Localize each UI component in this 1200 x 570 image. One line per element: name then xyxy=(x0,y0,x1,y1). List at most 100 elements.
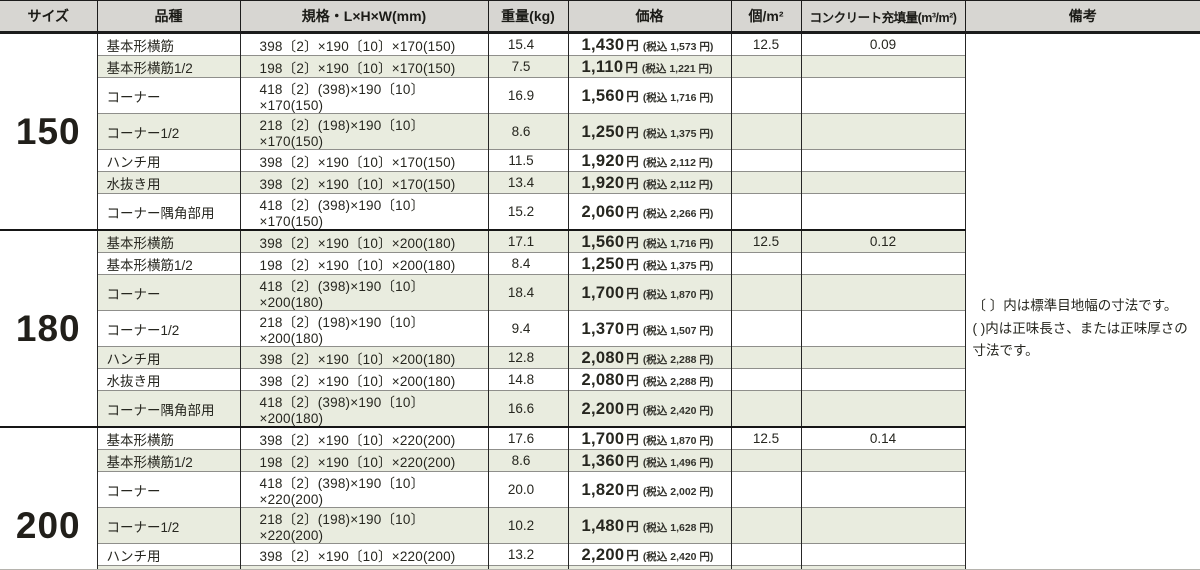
product-type-cell: 基本形横筋 xyxy=(96,32,240,56)
price-tax-included: (税込 1,870 円) xyxy=(642,288,714,301)
product-type-cell: 水抜き用 xyxy=(96,368,240,391)
price-cell: 1,920 円 (税込 2,112 円) xyxy=(567,171,731,194)
weight-cell: 10.2 xyxy=(487,507,568,544)
product-type-cell: ハンチ用 xyxy=(96,149,240,172)
weight-cell: 8.6 xyxy=(487,449,568,472)
spec-cell: 218〔2〕(198)×190〔10〕×220(200) xyxy=(239,507,488,544)
price-amount: 2,080 xyxy=(581,348,625,367)
pieces-per-m2-cell xyxy=(730,274,801,311)
price-tax-included: (税込 2,288 円) xyxy=(642,353,714,366)
price-cell: 1,700 円 (税込 1,870 円) xyxy=(567,274,731,311)
weight-cell: 15.3 xyxy=(487,565,568,569)
price-cell: 1,110 円 (税込 1,221 円) xyxy=(567,55,731,78)
weight-cell: 18.4 xyxy=(487,274,568,311)
pieces-per-m2-cell xyxy=(730,252,801,275)
concrete-fill-cell xyxy=(800,113,965,150)
pieces-per-m2-cell xyxy=(730,55,801,78)
price-currency: 円 xyxy=(626,286,639,301)
table-row: ハンチ用 398〔2〕×190〔10〕×200(180) 12.8 2,080 円 (税込… xyxy=(0,346,1200,369)
weight-cell: 11.5 xyxy=(487,149,568,172)
price-tax-included: (税込 2,420 円) xyxy=(642,550,714,563)
concrete-fill-cell xyxy=(800,55,965,78)
price-currency: 円 xyxy=(626,402,639,417)
size-cell: 150 xyxy=(0,32,97,231)
pieces-per-m2-cell: 12.5 xyxy=(730,32,801,56)
spec-cell: 198〔2〕×190〔10〕×200(180) xyxy=(239,252,488,275)
spec-cell: 398〔2〕×190〔10〕×170(150) xyxy=(239,149,488,172)
table-row: 基本形横筋1/2 198〔2〕×190〔10〕×200(180) 8.4 1,250 円… xyxy=(0,252,1200,275)
price-tax-included: (税込 2,266 円) xyxy=(642,207,714,220)
table-row: 基本形横筋1/2 198〔2〕×190〔10〕×170(150) 7.5 1,110 円… xyxy=(0,55,1200,78)
price-currency: 円 xyxy=(626,205,639,220)
product-type-cell: コーナー隅角部用 xyxy=(96,193,240,230)
weight-cell: 17.6 xyxy=(487,426,568,450)
price-tax-included: (税込 1,870 円) xyxy=(642,434,714,447)
weight-cell: 13.2 xyxy=(487,543,568,566)
pieces-per-m2-cell xyxy=(730,310,801,347)
spec-cell: 398〔2〕×190〔10〕×220(200) xyxy=(239,565,488,569)
price-cell: 2,060 円 (税込 2,266 円) xyxy=(567,193,731,230)
price-amount: 1,920 xyxy=(581,151,625,170)
pieces-per-m2-cell xyxy=(730,77,801,114)
col-header-product-type: 品種 xyxy=(96,0,240,34)
table-row: 基本形横筋1/2 198〔2〕×190〔10〕×220(200) 8.6 1,360 円… xyxy=(0,449,1200,472)
spec-cell: 418〔2〕(398)×190〔10〕×220(200) xyxy=(239,471,488,508)
size-cell: 180 xyxy=(0,229,97,428)
concrete-fill-cell xyxy=(800,449,965,472)
price-amount: 1,480 xyxy=(581,516,625,535)
pieces-per-m2-cell xyxy=(730,368,801,391)
concrete-fill-cell xyxy=(800,193,965,230)
pieces-per-m2-cell xyxy=(730,346,801,369)
price-tax-included: (税込 2,112 円) xyxy=(642,178,713,191)
price-cell: 1,560 円 (税込 1,716 円) xyxy=(567,77,731,114)
price-currency: 円 xyxy=(626,322,639,337)
price-cell: 1,920 円 (税込 2,112 円) xyxy=(567,149,731,172)
pieces-per-m2-cell xyxy=(730,507,801,544)
price-currency: 円 xyxy=(626,125,639,140)
price-currency: 円 xyxy=(626,89,639,104)
price-cell: 1,250 円 (税込 1,375 円) xyxy=(567,252,731,275)
weight-cell: 17.1 xyxy=(487,229,568,253)
concrete-fill-cell xyxy=(800,543,965,566)
pieces-per-m2-cell xyxy=(730,543,801,566)
price-tax-included: (税込 2,002 円) xyxy=(642,485,714,498)
price-tax-included: (税込 2,420 円) xyxy=(642,404,714,417)
price-amount: 1,700 xyxy=(581,429,625,448)
product-type-cell: コーナー xyxy=(96,77,240,114)
pieces-per-m2-cell xyxy=(730,113,801,150)
price-tax-included: (税込 1,716 円) xyxy=(642,237,714,250)
weight-cell: 16.6 xyxy=(487,390,568,427)
price-currency: 円 xyxy=(626,351,639,366)
pieces-per-m2-cell xyxy=(730,471,801,508)
price-currency: 円 xyxy=(626,519,639,534)
weight-cell: 8.6 xyxy=(487,113,568,150)
spec-cell: 418〔2〕(398)×190〔10〕×170(150) xyxy=(239,77,488,114)
spec-cell: 398〔2〕×190〔10〕×220(200) xyxy=(239,543,488,566)
concrete-fill-cell xyxy=(800,471,965,508)
price-cell: 1,560 円 (税込 1,716 円) xyxy=(567,229,731,253)
price-amount: 1,250 xyxy=(581,254,625,273)
price-amount: 1,110 xyxy=(581,57,624,76)
price-tax-included: (税込 2,112 円) xyxy=(642,156,713,169)
price-amount: 1,430 xyxy=(581,35,625,54)
weight-cell: 20.0 xyxy=(487,471,568,508)
price-cell: 1,700 円 (税込 1,870 円) xyxy=(567,426,731,450)
weight-cell: 14.8 xyxy=(487,368,568,391)
table-row: 水抜き用 398〔2〕×190〔10〕×170(150) 13.4 1,920 円 (税込… xyxy=(0,171,1200,194)
product-type-cell: コーナー xyxy=(96,274,240,311)
price-tax-included: (税込 1,628 円) xyxy=(642,521,714,534)
pieces-per-m2-cell xyxy=(730,565,801,569)
price-currency: 円 xyxy=(626,432,639,447)
price-tax-included: (税込 1,221 円) xyxy=(641,62,713,75)
price-amount: 2,080 xyxy=(581,370,625,389)
concrete-fill-cell xyxy=(800,149,965,172)
product-type-cell: 基本形横筋1/2 xyxy=(96,55,240,78)
product-type-cell: 基本形横筋 xyxy=(96,426,240,450)
weight-cell: 13.4 xyxy=(487,171,568,194)
spec-cell: 418〔2〕(398)×190〔10〕×200(180) xyxy=(239,274,488,311)
price-cell: 2,080 円 (税込 2,288 円) xyxy=(567,368,731,391)
